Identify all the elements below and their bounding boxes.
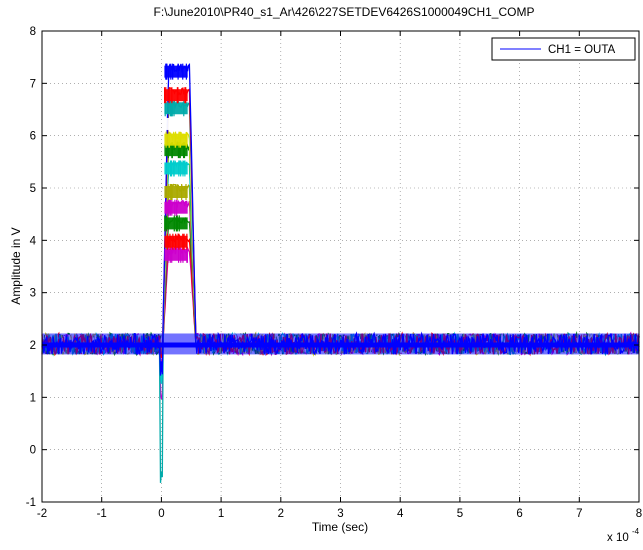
x-tick-label: 5 xyxy=(457,508,463,520)
x-tick-label: 0 xyxy=(158,508,164,520)
chart-title: F:\June2010\PR40_s1_Ar\426\227SETDEV6426… xyxy=(154,5,535,19)
x-exponent: x 10 -4 xyxy=(607,527,640,544)
trace-band xyxy=(164,144,188,157)
legend-label: CH1 = OUTA xyxy=(548,44,616,56)
x-tick-label: 1 xyxy=(218,508,224,520)
y-tick-label: 3 xyxy=(30,288,36,300)
trace-band xyxy=(164,117,188,130)
x-tick-label: 4 xyxy=(397,508,404,520)
x-tick-label: -1 xyxy=(97,508,107,520)
y-tick-label: 5 xyxy=(30,183,36,195)
x-tick-label: 7 xyxy=(576,508,582,520)
data-traces xyxy=(41,62,640,483)
y-tick-label: -1 xyxy=(26,497,36,509)
y-tick-label: 1 xyxy=(30,392,36,404)
y-tick-label: 4 xyxy=(30,235,37,247)
trace-band xyxy=(164,248,188,261)
y-tick-label: 7 xyxy=(30,78,36,90)
trace-band xyxy=(164,65,188,78)
x-exponent-base: x 10 xyxy=(607,532,629,544)
x-tick-label: 6 xyxy=(516,508,522,520)
x-axis-label: Time (sec) xyxy=(312,520,368,534)
y-axis-label: Amplitude in V xyxy=(9,227,23,304)
y-tick-label: 0 xyxy=(30,445,36,457)
legend-box xyxy=(491,37,636,61)
trace-band xyxy=(164,162,188,175)
y-tick-label: 8 xyxy=(30,26,36,38)
x-tick-label: -2 xyxy=(37,508,47,520)
y-tick-label: 2 xyxy=(30,340,36,352)
y-tick-label: 6 xyxy=(30,131,36,143)
x-tick-label: 8 xyxy=(636,508,642,520)
legend: CH1 = OUTA xyxy=(491,37,636,61)
x-exponent-power: -4 xyxy=(632,527,640,536)
x-tick-label: 2 xyxy=(278,508,284,520)
x-tick-label: 3 xyxy=(337,508,343,520)
grid-lines xyxy=(42,31,639,502)
trace-band xyxy=(164,89,188,102)
